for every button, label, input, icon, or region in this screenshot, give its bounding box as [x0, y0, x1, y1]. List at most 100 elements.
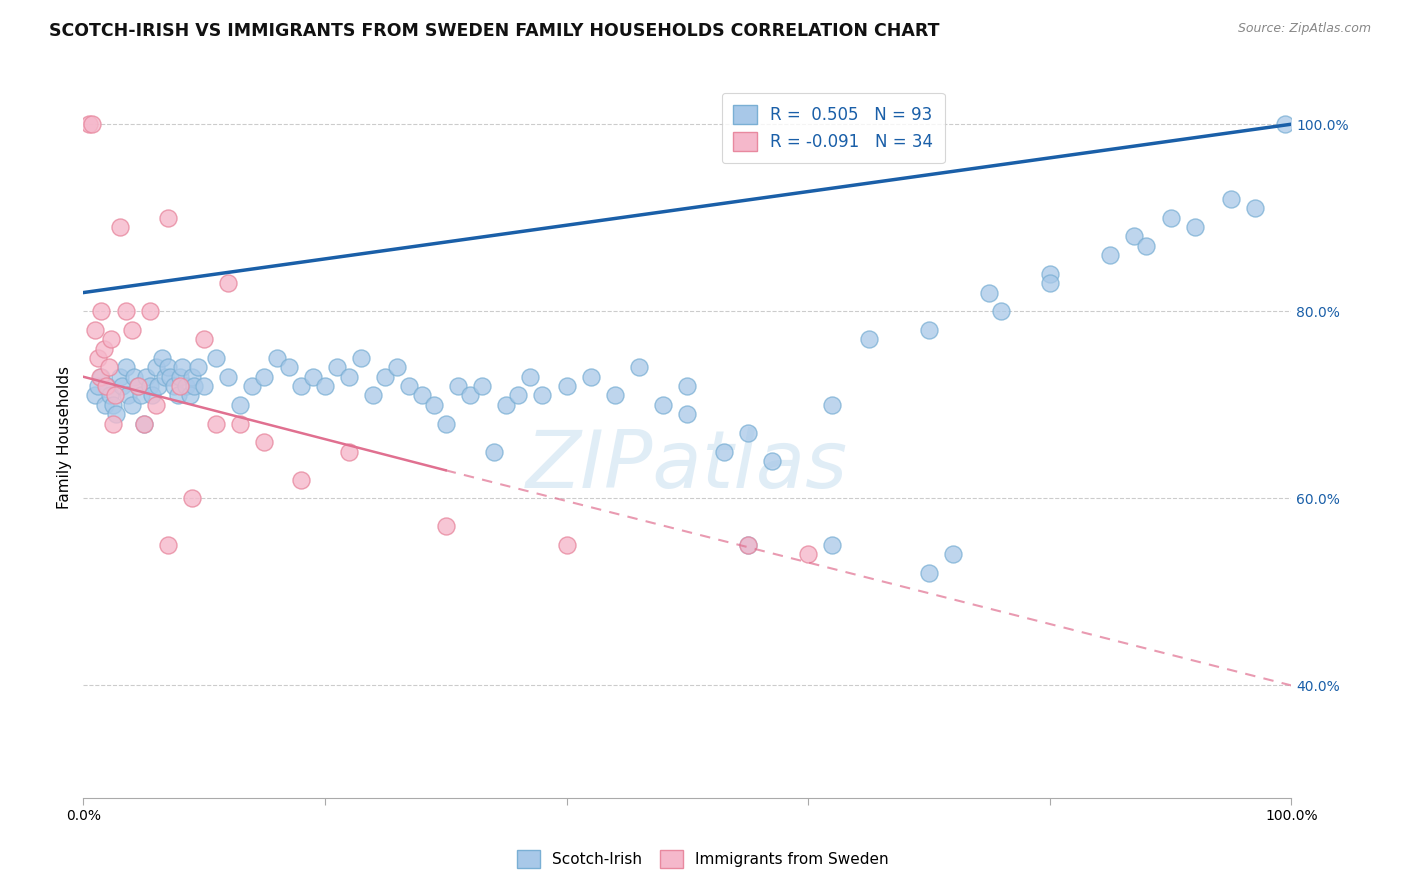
Point: [326, 360, 349, 375]
Point: [1039, 277, 1062, 291]
Point: [471, 379, 494, 393]
Point: [555, 379, 578, 393]
Text: Source: ZipAtlas.com: Source: ZipAtlas.com: [1237, 22, 1371, 36]
Point: [181, 491, 204, 506]
Point: [193, 332, 215, 346]
Point: [187, 360, 209, 375]
Point: [531, 388, 554, 402]
Point: [156, 538, 179, 552]
Point: [350, 351, 373, 365]
Point: [229, 398, 252, 412]
Point: [127, 379, 149, 393]
Point: [90, 304, 112, 318]
Point: [858, 332, 880, 346]
Point: [103, 417, 125, 431]
Point: [398, 379, 420, 393]
Point: [1123, 229, 1146, 244]
Point: [114, 360, 136, 375]
Point: [990, 304, 1012, 318]
Point: [713, 444, 735, 458]
Point: [108, 220, 131, 235]
Point: [111, 379, 134, 393]
Point: [821, 538, 844, 552]
Point: [942, 548, 965, 562]
Point: [104, 407, 127, 421]
Point: [100, 332, 122, 346]
Point: [555, 538, 578, 552]
Point: [411, 388, 433, 402]
Point: [361, 388, 384, 402]
Point: [797, 548, 820, 562]
Point: [495, 398, 517, 412]
Point: [290, 473, 312, 487]
Point: [253, 435, 276, 450]
Point: [169, 379, 191, 393]
Point: [482, 444, 505, 458]
Point: [104, 388, 127, 402]
Point: [1039, 267, 1062, 281]
Point: [156, 211, 179, 225]
Point: [108, 369, 131, 384]
Point: [135, 369, 157, 384]
Point: [217, 369, 239, 384]
Text: ZIPatlas: ZIPatlas: [526, 427, 848, 506]
Point: [172, 360, 194, 375]
Point: [579, 369, 602, 384]
Point: [447, 379, 470, 393]
Point: [193, 379, 215, 393]
Text: SCOTCH-IRISH VS IMMIGRANTS FROM SWEDEN FAMILY HOUSEHOLDS CORRELATION CHART: SCOTCH-IRISH VS IMMIGRANTS FROM SWEDEN F…: [49, 22, 939, 40]
Point: [90, 369, 112, 384]
Point: [159, 369, 181, 384]
Point: [387, 360, 409, 375]
Point: [89, 369, 111, 384]
Point: [422, 398, 444, 412]
Point: [519, 369, 541, 384]
Point: [94, 398, 117, 412]
Point: [138, 379, 160, 393]
Point: [183, 379, 205, 393]
Point: [217, 277, 239, 291]
Point: [169, 369, 191, 384]
Point: [374, 369, 396, 384]
Point: [1274, 117, 1296, 131]
Point: [148, 379, 170, 393]
Point: [761, 454, 783, 468]
Point: [205, 417, 228, 431]
Point: [277, 360, 299, 375]
Point: [84, 388, 107, 402]
Point: [79, 117, 101, 131]
Point: [603, 388, 626, 402]
Y-axis label: Family Households: Family Households: [58, 366, 72, 509]
Point: [122, 369, 145, 384]
Point: [138, 304, 160, 318]
Point: [229, 417, 252, 431]
Point: [1135, 239, 1157, 253]
Point: [174, 379, 197, 393]
Point: [121, 398, 143, 412]
Point: [98, 388, 121, 402]
Point: [652, 398, 675, 412]
Point: [132, 417, 155, 431]
Point: [179, 388, 201, 402]
Point: [155, 369, 177, 384]
Point: [156, 360, 179, 375]
Point: [80, 117, 103, 131]
Point: [314, 379, 336, 393]
Point: [434, 519, 457, 533]
Point: [253, 369, 276, 384]
Point: [114, 304, 136, 318]
Point: [627, 360, 650, 375]
Point: [1244, 202, 1267, 216]
Point: [145, 398, 167, 412]
Point: [737, 538, 759, 552]
Point: [737, 538, 759, 552]
Point: [1160, 211, 1182, 225]
Point: [458, 388, 481, 402]
Point: [676, 379, 699, 393]
Point: [181, 369, 204, 384]
Point: [737, 425, 759, 440]
Point: [97, 360, 120, 375]
Point: [918, 323, 941, 337]
Point: [266, 351, 288, 365]
Point: [676, 407, 699, 421]
